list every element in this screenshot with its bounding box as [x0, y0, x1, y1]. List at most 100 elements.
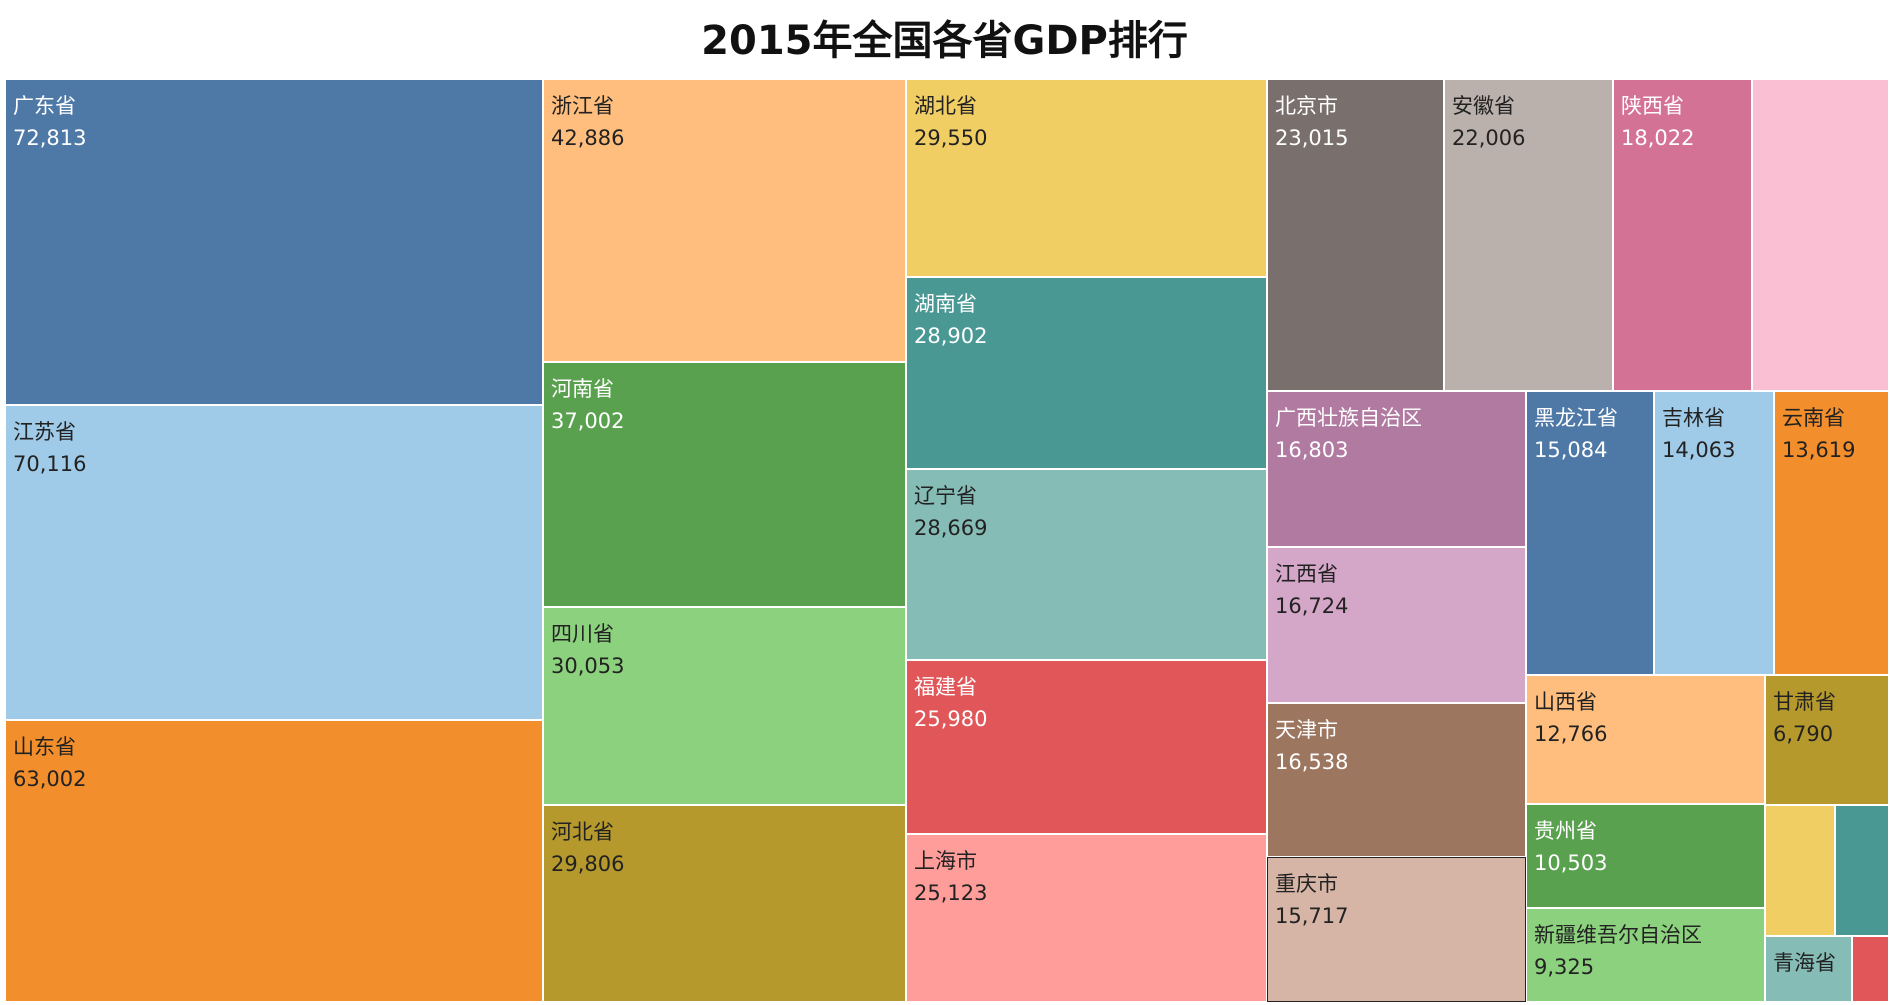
tile-value: 9,325: [1534, 955, 1595, 979]
treemap-tile[interactable]: [1852, 936, 1889, 1002]
tile-value: 10,503: [1534, 851, 1608, 875]
tile-name: 吉林省: [1662, 406, 1725, 430]
treemap-tile[interactable]: 北京市 23,015: [1267, 79, 1444, 391]
treemap-tile[interactable]: 上海市 25,123: [906, 834, 1267, 1002]
tile-name: 山西省: [1534, 690, 1597, 714]
tile-label: 广东省 72,813: [13, 90, 86, 154]
tile-name: 安徽省: [1452, 94, 1515, 118]
tile-label: 天津市 16,538: [1275, 714, 1348, 778]
treemap-tile[interactable]: 湖北省 29,550: [906, 79, 1267, 277]
tile-label: 福建省 25,980: [914, 671, 987, 735]
treemap-tile[interactable]: 广西壮族自治区 16,803: [1267, 391, 1526, 547]
tile-label: 江苏省 70,116: [13, 416, 86, 480]
tile-label: 黑龙江省 15,084: [1534, 402, 1618, 466]
tile-value: 18,022: [1621, 126, 1695, 150]
tile-name: 陕西省: [1621, 94, 1684, 118]
tile-label: 重庆市 15,717: [1275, 868, 1348, 932]
treemap-tile[interactable]: 浙江省 42,886: [543, 79, 906, 362]
treemap-tile[interactable]: 陕西省 18,022: [1613, 79, 1752, 391]
tile-label: 山东省 63,002: [13, 731, 86, 795]
treemap-tile[interactable]: 江苏省 70,116: [5, 405, 543, 720]
tile-value: 70,116: [13, 452, 87, 476]
tile-name: 北京市: [1275, 94, 1338, 118]
tile-name: 河南省: [551, 377, 614, 401]
tile-name: 天津市: [1275, 718, 1338, 742]
tile-label: 陕西省 18,022: [1621, 90, 1694, 154]
treemap-tile[interactable]: 河北省 29,806: [543, 805, 906, 1002]
tile-name: 江西省: [1275, 562, 1338, 586]
tile-value: 25,980: [914, 707, 988, 731]
treemap-tile[interactable]: 广东省 72,813: [5, 79, 543, 405]
tile-label: 上海市 25,123: [914, 845, 987, 909]
tile-name: 江苏省: [13, 420, 76, 444]
treemap-tile[interactable]: 黑龙江省 15,084: [1526, 391, 1654, 675]
treemap-tile[interactable]: 天津市 16,538: [1267, 703, 1526, 857]
tile-value: 29,550: [914, 126, 988, 150]
tile-label: 北京市 23,015: [1275, 90, 1348, 154]
tile-label: 浙江省 42,886: [551, 90, 624, 154]
treemap-tile[interactable]: 青海省: [1765, 936, 1852, 1002]
tile-label: 四川省 30,053: [551, 618, 624, 682]
tile-value: 42,886: [551, 126, 625, 150]
tile-label: 新疆维吾尔自治区 9,325: [1534, 919, 1702, 983]
tile-label: 河北省 29,806: [551, 816, 624, 880]
tile-label: 广西壮族自治区 16,803: [1275, 402, 1422, 466]
tile-name: 福建省: [914, 675, 977, 699]
treemap-tile[interactable]: 山西省 12,766: [1526, 675, 1765, 804]
tile-name: 河北省: [551, 820, 614, 844]
treemap-tile[interactable]: [1752, 79, 1889, 391]
treemap-tile[interactable]: 吉林省 14,063: [1654, 391, 1774, 675]
tile-label: 吉林省 14,063: [1662, 402, 1735, 466]
tile-name: 广西壮族自治区: [1275, 406, 1422, 430]
tile-name: 云南省: [1782, 406, 1845, 430]
treemap-tile[interactable]: 江西省 16,724: [1267, 547, 1526, 703]
treemap-tile[interactable]: 贵州省 10,503: [1526, 804, 1765, 908]
treemap-tile[interactable]: 福建省 25,980: [906, 660, 1267, 834]
treemap-tile[interactable]: 甘肃省 6,790: [1765, 675, 1889, 805]
treemap-tile[interactable]: 安徽省 22,006: [1444, 79, 1613, 391]
tile-name: 四川省: [551, 622, 614, 646]
treemap-tile[interactable]: 湖南省 28,902: [906, 277, 1267, 469]
tile-label: 辽宁省 28,669: [914, 480, 987, 544]
treemap-tile[interactable]: 辽宁省 28,669: [906, 469, 1267, 660]
tile-label: 云南省 13,619: [1782, 402, 1855, 466]
tile-name: 浙江省: [551, 94, 614, 118]
tile-label: 贵州省 10,503: [1534, 815, 1607, 879]
tile-value: 23,015: [1275, 126, 1349, 150]
tile-value: 72,813: [13, 126, 87, 150]
tile-value: 13,619: [1782, 438, 1856, 462]
tile-label: 江西省 16,724: [1275, 558, 1348, 622]
treemap-tile[interactable]: [1765, 805, 1835, 936]
tile-name: 辽宁省: [914, 484, 977, 508]
tile-value: 28,669: [914, 516, 988, 540]
tile-label: 甘肃省 6,790: [1773, 686, 1836, 750]
tile-label: 湖南省 28,902: [914, 288, 987, 352]
treemap-tile[interactable]: 山东省 63,002: [5, 720, 543, 1002]
treemap-tile[interactable]: 河南省 37,002: [543, 362, 906, 607]
tile-name: 上海市: [914, 849, 977, 873]
tile-name: 广东省: [13, 94, 76, 118]
tile-value: 15,084: [1534, 438, 1608, 462]
tile-value: 6,790: [1773, 722, 1834, 746]
tile-name: 黑龙江省: [1534, 406, 1618, 430]
tile-value: 37,002: [551, 409, 625, 433]
tile-name: 湖北省: [914, 94, 977, 118]
tile-value: 15,717: [1275, 904, 1349, 928]
tile-label: 安徽省 22,006: [1452, 90, 1525, 154]
tile-value: 30,053: [551, 654, 625, 678]
tile-value: 16,724: [1275, 594, 1349, 618]
treemap-tile[interactable]: 重庆市 15,717: [1267, 857, 1526, 1002]
tile-name: 湖南省: [914, 292, 977, 316]
tile-value: 25,123: [914, 881, 988, 905]
tile-name: 新疆维吾尔自治区: [1534, 923, 1702, 947]
treemap-tile[interactable]: [1835, 805, 1889, 936]
tile-value: 29,806: [551, 852, 625, 876]
treemap-tile[interactable]: 云南省 13,619: [1774, 391, 1889, 675]
tile-name: 贵州省: [1534, 819, 1597, 843]
tile-label: 山西省 12,766: [1534, 686, 1607, 750]
tile-label: 青海省: [1773, 947, 1836, 979]
treemap-tile[interactable]: 新疆维吾尔自治区 9,325: [1526, 908, 1765, 1002]
tile-label: 河南省 37,002: [551, 373, 624, 437]
treemap-tile[interactable]: 四川省 30,053: [543, 607, 906, 805]
